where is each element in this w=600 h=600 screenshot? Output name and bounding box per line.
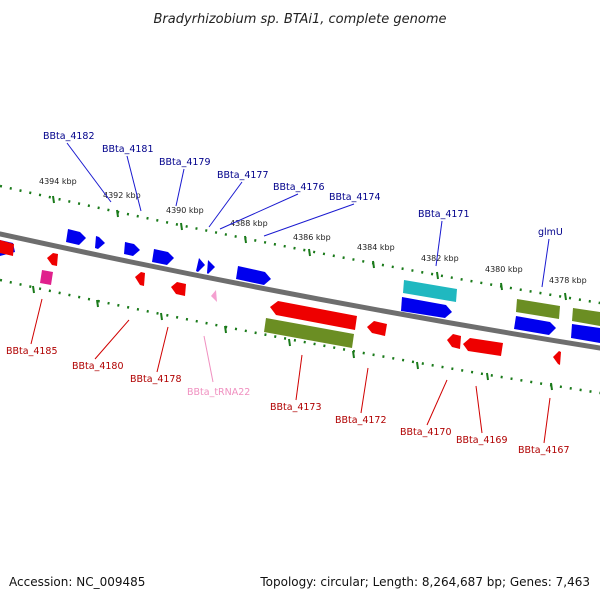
- label-bbta-4177[interactable]: BBta_4177: [217, 170, 269, 181]
- cog-bar-glmu[interactable]: [516, 299, 560, 319]
- reverse-genes: [0, 240, 561, 365]
- label-bbta-4167[interactable]: BBta_4167: [518, 445, 570, 456]
- label-bbta-4174[interactable]: BBta_4174: [329, 192, 381, 203]
- gene-bbta-4179[interactable]: [152, 249, 174, 265]
- gene-bbta-4166[interactable]: [571, 324, 600, 343]
- label-bbta-4180[interactable]: BBta_4180: [72, 361, 124, 372]
- label-bbta-4179[interactable]: BBta_4179: [159, 157, 211, 168]
- label-bbta-4178[interactable]: BBta_4178: [130, 374, 182, 385]
- scale-label-4386: 4386 kbp: [293, 233, 331, 242]
- cog-bar-bbta-4173[interactable]: [264, 318, 354, 348]
- gene-bbta-4171[interactable]: [401, 297, 452, 318]
- label-bbta-4169[interactable]: BBta_4169: [456, 435, 508, 446]
- gene-bbta-4170[interactable]: [447, 334, 461, 349]
- gene-bbta-4181[interactable]: [95, 236, 105, 249]
- scale-labels: 4394 kbp 4392 kbp 4390 kbp 4388 kbp 4386…: [39, 177, 587, 285]
- forward-gene-labels: BBta_4182 BBta_4181 BBta_4179 BBta_4177 …: [43, 131, 563, 238]
- gene-bbta-4174[interactable]: [236, 266, 271, 285]
- label-bbta-4173[interactable]: BBta_4173: [270, 402, 322, 413]
- gene-bbta-4184[interactable]: [47, 253, 58, 266]
- feature-bars: [264, 280, 600, 348]
- gene-bbta-4177[interactable]: [196, 258, 205, 272]
- reverse-gene-labels: BBta_4185 BBta_4180 BBta_4178 BBta_tRNA2…: [6, 346, 570, 456]
- scale-label-4390: 4390 kbp: [166, 206, 204, 215]
- gene-bbta-4167[interactable]: [553, 351, 561, 365]
- scale-label-4382: 4382 kbp: [421, 254, 459, 263]
- accession-text: Accession: NC_009485: [9, 575, 145, 589]
- genome-backbone: [0, 231, 600, 351]
- gene-bbta-4176[interactable]: [207, 260, 215, 274]
- map-title: Bradyrhizobium sp. BTAi1, complete genom…: [153, 12, 446, 27]
- topology-text: Topology: circular; Length: 8,264,687 bp…: [259, 575, 590, 589]
- label-bbta-4172[interactable]: BBta_4172: [335, 415, 387, 426]
- label-bbta-4181[interactable]: BBta_4181: [102, 144, 154, 155]
- scale-label-4392: 4392 kbp: [103, 191, 141, 200]
- gene-bbta-4180[interactable]: [135, 272, 145, 286]
- gene-bbta-4179-a[interactable]: [124, 242, 140, 256]
- scale-label-4380: 4380 kbp: [485, 265, 523, 274]
- gene-bbta-4172[interactable]: [367, 321, 387, 336]
- label-bbta-trna22[interactable]: BBta_tRNA22: [187, 387, 250, 398]
- gene-bbta-trna22[interactable]: [211, 290, 217, 302]
- gene-bbta-4182[interactable]: [66, 229, 86, 245]
- gene-glmu[interactable]: [514, 316, 556, 335]
- label-bbta-4185[interactable]: BBta_4185: [6, 346, 58, 357]
- gene-bbta-4169[interactable]: [463, 338, 503, 356]
- scale-label-4384: 4384 kbp: [357, 243, 395, 252]
- label-bbta-4171[interactable]: BBta_4171: [418, 209, 470, 220]
- highlight-bar-bbta-4171[interactable]: [403, 280, 457, 302]
- gene-bbta-4185[interactable]: [40, 270, 53, 285]
- label-bbta-4170[interactable]: BBta_4170: [400, 427, 452, 438]
- label-glmu[interactable]: glmU: [538, 227, 563, 238]
- scale-label-4388: 4388 kbp: [230, 219, 268, 228]
- label-bbta-4176[interactable]: BBta_4176: [273, 182, 325, 193]
- trna-label-line: [203, 335, 214, 383]
- scale-label-4378: 4378 kbp: [549, 276, 587, 285]
- reverse-label-lines: [30, 298, 551, 444]
- forward-label-lines: [66, 142, 550, 288]
- label-bbta-4182[interactable]: BBta_4182: [43, 131, 95, 142]
- outer-major-ticks: [52, 195, 567, 301]
- outer-scale-track: [0, 184, 600, 305]
- gene-bbta-4186[interactable]: [0, 240, 14, 256]
- gene-bbta-4173[interactable]: [270, 301, 357, 330]
- inner-major-ticks: [32, 285, 553, 391]
- gene-bbta-4178[interactable]: [171, 282, 186, 296]
- scale-label-4394: 4394 kbp: [39, 177, 77, 186]
- cog-bar-bbta-4166[interactable]: [572, 308, 600, 326]
